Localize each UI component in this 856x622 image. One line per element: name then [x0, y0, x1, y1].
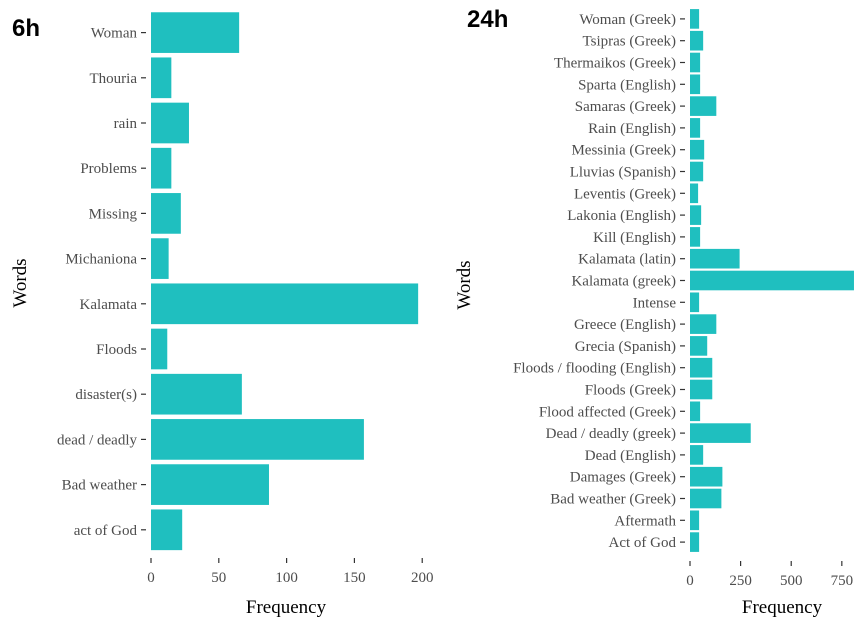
- category-label: Sparta (English): [578, 77, 676, 93]
- category-label: Floods (Greek): [585, 383, 676, 399]
- x-axis-title-6h: Frequency: [246, 597, 327, 618]
- bar: [690, 270, 854, 291]
- x-tick-label: 750: [831, 573, 854, 589]
- bar: [690, 118, 701, 138]
- bar: [690, 488, 722, 509]
- bar: [690, 532, 700, 552]
- category-label: Woman: [91, 26, 138, 42]
- bar: [151, 464, 269, 505]
- category-label: Rain (English): [588, 121, 676, 137]
- category-label: act of God: [74, 523, 138, 539]
- category-label: rain: [114, 116, 138, 132]
- bar: [690, 139, 705, 160]
- bar: [151, 147, 172, 189]
- bar: [690, 445, 704, 465]
- bar: [690, 379, 713, 400]
- bar: [151, 193, 181, 234]
- category-label: Tsipras (Greek): [583, 34, 677, 50]
- bar: [690, 423, 751, 443]
- category-label: Floods: [96, 342, 137, 358]
- bar: [690, 9, 700, 29]
- x-tick-label: 100: [275, 570, 298, 586]
- category-label: Bad weather (Greek): [550, 492, 676, 508]
- bar: [151, 102, 189, 144]
- category-label: Act of God: [609, 535, 677, 551]
- bar: [151, 509, 183, 551]
- x-tick-label: 150: [343, 570, 366, 586]
- category-label: Woman (Greek): [579, 12, 676, 28]
- category-label: Lakonia (English): [567, 208, 676, 224]
- category-label: Kalamata (latin): [578, 252, 676, 268]
- bar: [151, 57, 172, 99]
- y-axis-title-6h: Words: [10, 258, 31, 307]
- category-label: Samaras (Greek): [575, 99, 676, 115]
- panel-tag-24h: 24h: [467, 6, 508, 33]
- bar: [690, 510, 700, 531]
- bar: [690, 183, 699, 204]
- x-tick-label: 200: [411, 570, 434, 586]
- bar: [690, 314, 717, 334]
- category-label: Intense: [633, 295, 677, 311]
- x-tick-label: 500: [780, 573, 803, 589]
- category-label: Aftermath: [614, 513, 676, 529]
- x-axis-title-24h: Frequency: [742, 597, 823, 618]
- x-tick-label: 0: [686, 573, 694, 589]
- bar: [690, 466, 723, 487]
- bar: [690, 292, 700, 313]
- bar: [690, 401, 701, 422]
- bar: [151, 419, 364, 460]
- bar: [690, 357, 713, 378]
- bar: [690, 52, 701, 73]
- category-label: Flood affected (Greek): [539, 404, 676, 420]
- category-label: Kalamata: [80, 297, 138, 313]
- category-label: Dead / deadly (greek): [546, 426, 676, 442]
- category-label: Damages (Greek): [570, 470, 676, 486]
- x-tick-label: 250: [729, 573, 752, 589]
- category-label: Bad weather: [62, 478, 137, 494]
- bar: [690, 30, 704, 51]
- x-tick-label: 0: [147, 570, 155, 586]
- bar: [690, 161, 704, 182]
- panel-6h: 6h Words Frequency Woman Thouria rain Probl…: [10, 12, 433, 618]
- bar: [151, 373, 242, 415]
- category-label: Thouria: [90, 71, 138, 87]
- category-label: Messinia (Greek): [571, 143, 676, 159]
- category-label: Kalamata (greek): [571, 274, 676, 290]
- bar: [690, 74, 701, 95]
- category-label: Grecia (Spanish): [575, 339, 676, 355]
- bar: [690, 248, 740, 269]
- bar: [151, 12, 240, 53]
- category-label: dead / deadly: [57, 432, 137, 448]
- category-label: Greece (English): [574, 317, 676, 333]
- bar: [690, 336, 708, 356]
- bar: [690, 205, 702, 225]
- x-tick-label: 50: [211, 570, 226, 586]
- category-label: Problems: [80, 161, 137, 177]
- panel-tag-6h: 6h: [12, 15, 40, 42]
- category-label: Thermaikos (Greek): [554, 56, 676, 72]
- category-label: Lluvias (Spanish): [570, 165, 676, 181]
- category-label: Dead (English): [585, 448, 676, 464]
- category-label: Floods / flooding (English): [513, 361, 676, 377]
- bar: [151, 283, 419, 325]
- bar: [151, 328, 168, 370]
- category-label: Michaniona: [65, 252, 137, 268]
- category-label: disaster(s): [75, 387, 137, 403]
- bar: [690, 96, 717, 116]
- bar: [690, 227, 701, 247]
- bar: [151, 238, 169, 279]
- category-label: Missing: [89, 206, 138, 222]
- category-label: Kill (English): [593, 230, 676, 246]
- panel-24h: 24h Words Frequency Woman (Greek) Tsipras…: [454, 6, 854, 618]
- category-label: Leventis (Greek): [574, 186, 676, 202]
- y-axis-title-24h: Words: [454, 260, 475, 309]
